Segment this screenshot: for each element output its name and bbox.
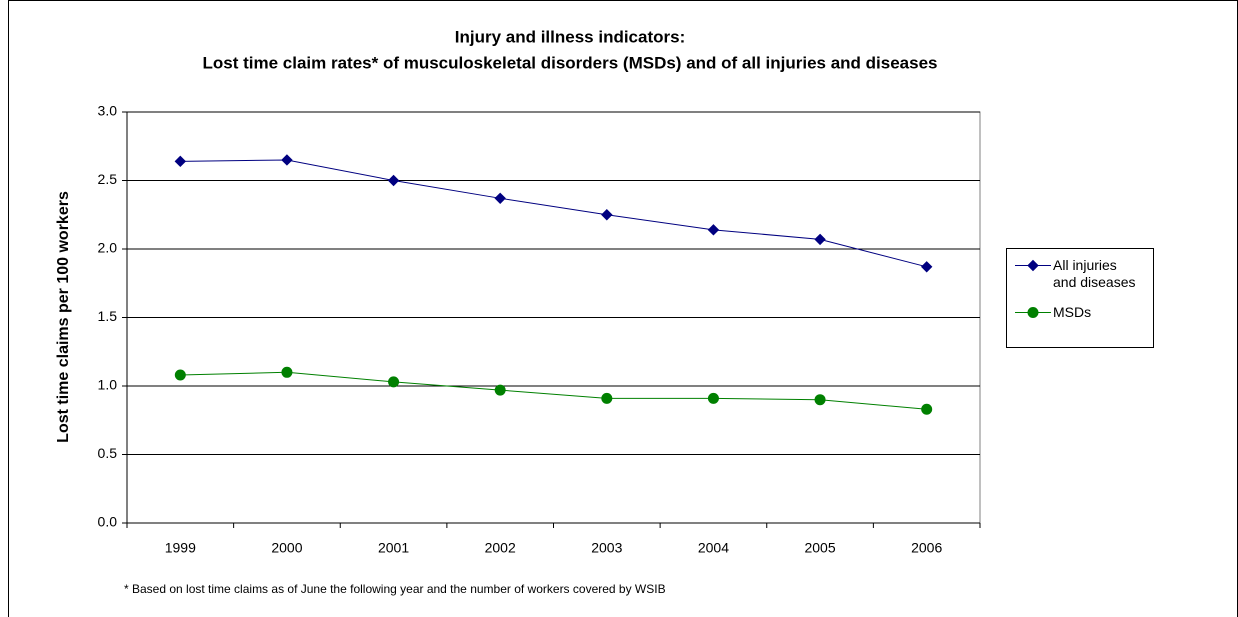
x-tick-label: 2001	[378, 540, 409, 556]
data-point	[921, 403, 933, 415]
legend-label: All injuries and diseases	[1053, 257, 1136, 290]
data-point	[814, 394, 826, 406]
data-point	[388, 376, 400, 388]
data-point	[281, 366, 293, 378]
y-axis-label: Lost time claims per 100 workers	[55, 191, 72, 443]
legend-label: MSDs	[1053, 304, 1092, 320]
legend-item: All injuries and diseases	[1013, 257, 1141, 291]
y-tick-label: 2.5	[98, 171, 118, 187]
data-point	[601, 392, 613, 404]
x-tick-label: 2003	[591, 540, 622, 556]
legend-swatch	[1015, 259, 1051, 272]
legend: All injuries and diseases MSDs	[1006, 248, 1154, 348]
y-tick-label: 0.0	[98, 514, 118, 530]
x-tick-label: 2005	[804, 540, 835, 556]
data-point	[387, 174, 400, 187]
series-line	[180, 371, 927, 410]
x-tick-label: 2006	[911, 540, 942, 556]
y-tick-label: 2.0	[98, 240, 118, 256]
data-point	[174, 369, 186, 381]
chart-subtitle: Lost time claim rates* of musculoskeleta…	[202, 53, 937, 72]
data-point	[494, 192, 506, 205]
x-tick-label: 2000	[271, 540, 302, 556]
y-tick-label: 0.5	[98, 445, 118, 461]
y-tick-label: 3.0	[98, 103, 118, 119]
legend-item: MSDs	[1013, 304, 1141, 321]
y-tick-label: 1.0	[98, 377, 118, 393]
data-point	[707, 224, 720, 236]
legend-swatch	[1015, 307, 1051, 318]
chart-title: Injury and illness indicators:	[455, 27, 686, 46]
data-point	[814, 233, 826, 246]
data-point	[281, 154, 293, 166]
x-tick-label: 2004	[698, 540, 729, 556]
legend-marker	[1027, 307, 1039, 318]
legend-marker	[1027, 259, 1039, 272]
series-line	[180, 159, 927, 268]
data-point	[920, 261, 933, 273]
x-tick-label: 2002	[485, 540, 516, 556]
data-point	[174, 155, 187, 168]
y-tick-label: 1.5	[98, 308, 118, 324]
footnote: * Based on lost time claims as of June t…	[124, 582, 666, 596]
x-tick-label: 1999	[165, 540, 196, 556]
data-point	[494, 384, 506, 396]
data-point	[707, 392, 719, 404]
data-point	[601, 209, 613, 221]
